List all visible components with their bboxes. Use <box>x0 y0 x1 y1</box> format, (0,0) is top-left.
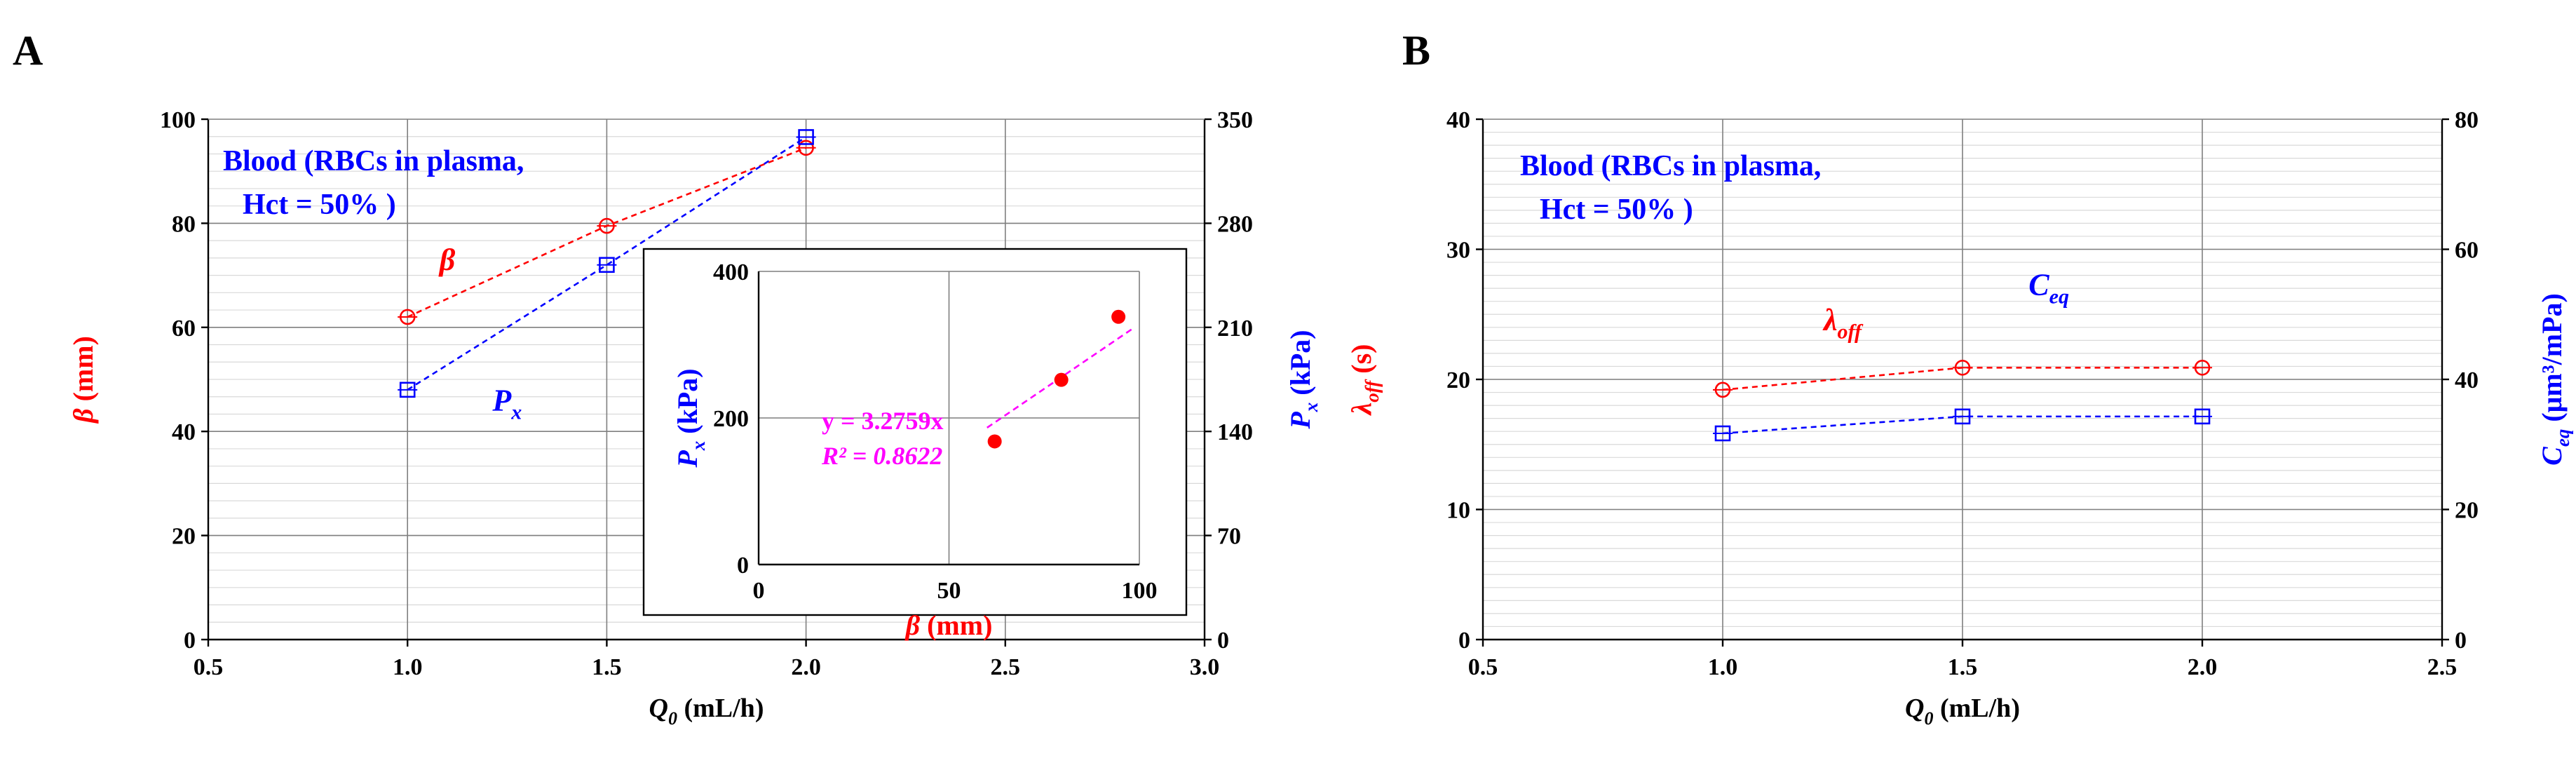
inset-y-tick-label: 0 <box>737 553 749 579</box>
x-tick-label: 2.0 <box>791 654 821 680</box>
y-right-tick-label: 80 <box>2455 107 2479 133</box>
panel-label: B <box>1402 27 1430 74</box>
y-right-tick-label: 280 <box>1217 211 1253 237</box>
y-left-tick-label: 10 <box>1446 498 1470 524</box>
inset-frame <box>642 248 1188 616</box>
y-right-tick-label: 20 <box>2455 498 2479 524</box>
inset-x-tick-label: 100 <box>1122 578 1158 604</box>
y-left-tick-label: 20 <box>172 524 196 550</box>
y-right-tick-label: 210 <box>1217 316 1253 342</box>
x-tick-label: 0.5 <box>1468 654 1498 680</box>
y-left-tick-label: 100 <box>160 107 196 133</box>
y-right-tick-label: 350 <box>1217 107 1253 133</box>
x-tick-label: 0.5 <box>194 654 224 680</box>
y-right-tick-label: 60 <box>2455 238 2479 264</box>
y-right-tick-label: 40 <box>2455 367 2479 393</box>
series-label: Px <box>492 384 522 424</box>
y-right-tick-label: 0 <box>2455 628 2467 654</box>
y-left-tick-label: 0 <box>1458 628 1470 654</box>
fit-equation: y = 3.2759x <box>822 407 944 435</box>
x-tick-label: 2.0 <box>2188 654 2218 680</box>
x-tick-label: 1.0 <box>393 654 423 680</box>
inset-y-tick-label: 400 <box>713 259 749 285</box>
y-left-tick-label: 30 <box>1446 238 1470 264</box>
series-label: Ceq <box>2028 267 2069 308</box>
y-left-axis-label: β (mm) <box>67 336 99 424</box>
y-left-tick-label: 40 <box>1446 107 1470 133</box>
y-left-tick-label: 20 <box>1446 367 1470 393</box>
series-label: β <box>438 243 456 277</box>
x-tick-label: 1.5 <box>592 654 622 680</box>
y-right-tick-label: 70 <box>1217 524 1241 550</box>
y-left-axis-label: λoff (s) <box>1345 344 1383 417</box>
y-left-tick-label: 40 <box>172 419 196 445</box>
inset-data-point <box>1111 309 1126 324</box>
r-squared-label: R² = 0.8622 <box>821 442 942 470</box>
y-left-tick-label: 60 <box>172 316 196 342</box>
x-tick-label: 2.5 <box>2427 654 2458 680</box>
annotation-text: Blood (RBCs in plasma, Hct = 50% ) <box>1520 150 1821 226</box>
x-tick-label: 2.5 <box>991 654 1021 680</box>
annotation-text: Blood (RBCs in plasma, Hct = 50% ) <box>223 145 524 221</box>
inset-data-point <box>1054 372 1069 387</box>
x-tick-label: 1.5 <box>1948 654 1978 680</box>
inset-x-tick-label: 0 <box>753 578 765 604</box>
y-right-axis-label: Ceq (μm³/mPa) <box>2536 293 2573 466</box>
panel-a-chart: 0 20 40 60 80 100 0 70 140 210 280 350 0.5 1.0 1.5 2.0 2… <box>13 27 1322 729</box>
inset-x-tick-label: 50 <box>937 578 961 604</box>
panel-label: A <box>13 27 43 74</box>
inset-x-axis-label: β (mm) <box>904 609 993 641</box>
x-axis-label: Q0 (mL/h) <box>649 694 764 729</box>
series-label: λoff <box>1822 303 1864 344</box>
x-tick-label: 3.0 <box>1190 654 1220 680</box>
inset-y-tick-label: 200 <box>713 406 749 432</box>
y-right-axis-label: Px (kPa) <box>1284 330 1322 429</box>
y-right-tick-label: 0 <box>1217 628 1229 654</box>
x-axis-label: Q0 (mL/h) <box>1905 694 2020 729</box>
series-line <box>407 136 807 391</box>
y-left-tick-label: 0 <box>184 628 196 654</box>
inset-y-axis-label: Px (kPa) <box>672 368 709 468</box>
y-right-tick-label: 140 <box>1217 419 1253 445</box>
panel-b-chart: 0 10 20 30 40 0 20 40 60 80 0.5 1.0 1.5 2.0 2.5 B Q0 (mL… <box>1345 27 2573 729</box>
y-left-tick-label: 80 <box>172 211 196 237</box>
x-tick-label: 1.0 <box>1708 654 1738 680</box>
inset-data-point <box>987 434 1002 449</box>
